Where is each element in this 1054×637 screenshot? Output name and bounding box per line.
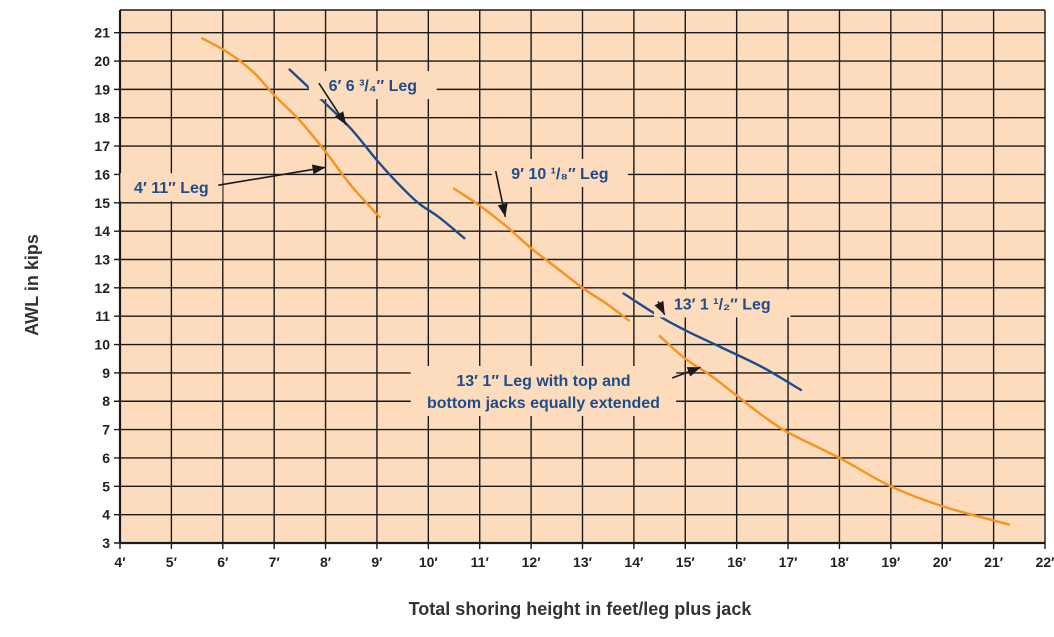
- x-tick-label: 17′: [779, 554, 799, 570]
- x-tick-label: 6′: [217, 554, 229, 570]
- grid-lines: [114, 9, 1046, 549]
- y-tick-label: 10: [94, 337, 110, 353]
- x-tick-label: 19′: [881, 554, 901, 570]
- y-tick-label: 5: [102, 478, 110, 494]
- x-tick-label: 4′: [114, 554, 126, 570]
- annotation-label: 13′ 1 ¹/₂″ Leg: [674, 296, 771, 313]
- x-tick-label: 8′: [320, 554, 332, 570]
- annotation-arrowhead: [686, 367, 701, 377]
- annotation-label: 13′ 1″ Leg with top and: [456, 373, 630, 390]
- annotation-ann-9-10: 9′ 10 ¹/₈″ Leg: [491, 159, 629, 218]
- y-tick-label: 13: [94, 251, 110, 267]
- series-leg-13-1-1-2: [622, 292, 803, 392]
- y-tick-label: 3: [102, 535, 110, 551]
- annotation-arrowhead: [497, 203, 508, 217]
- annotation-bg: [410, 365, 677, 416]
- annotation-bg: [120, 173, 223, 202]
- x-tick-label: 21′: [984, 554, 1004, 570]
- annotation-arrowhead: [654, 300, 665, 315]
- x-tick-label: 12′: [522, 554, 542, 570]
- annotation-ann-13-1-1-2: 13′ 1 ¹/₂″ Leg: [654, 289, 791, 318]
- x-tick-label: 15′: [676, 554, 696, 570]
- series-leg-6-6-3-4: [288, 68, 466, 240]
- x-tick-labels: 4′ 5′ 6′ 7′ 8′ 9′ 10′ 11′ 12′ 13′ 14′ 15′ 16′ 17′ 18′ 1…: [114, 554, 1054, 570]
- x-tick-label: 7′: [269, 554, 281, 570]
- annotation-arrowhead: [334, 111, 347, 125]
- y-tick-labels: 3 4 5 6 7 8 9 10 11 12 13 14 15 16 17 18 19 20 21: [94, 25, 110, 551]
- annotation-label: 6′ 6 ³/₄″ Leg: [329, 78, 417, 95]
- x-tick-label: 10′: [419, 554, 439, 570]
- annotation-label: 4′ 11″ Leg: [134, 180, 209, 197]
- annotation-arrowhead: [311, 164, 326, 175]
- x-tick-label: 22′: [1036, 554, 1054, 570]
- y-tick-label: 14: [94, 223, 110, 239]
- y-tick-label: 15: [94, 195, 110, 211]
- y-tick-label: 21: [94, 25, 110, 41]
- x-tick-label: 9′: [371, 554, 383, 570]
- annotation-label: 9′ 10 ¹/₈″ Leg: [511, 166, 608, 183]
- y-tick-label: 19: [94, 81, 110, 97]
- x-tick-label: 18′: [830, 554, 850, 570]
- annotation-ann-13-1-jacks: 13′ 1″ Leg with top and bottom jacks equa…: [410, 365, 701, 416]
- y-tick-label: 9: [102, 365, 110, 381]
- annotation-bg: [308, 71, 437, 100]
- x-tick-label: 20′: [933, 554, 953, 570]
- y-tick-label: 16: [94, 166, 110, 182]
- y-tick-label: 11: [95, 308, 110, 324]
- y-tick-label: 6: [102, 450, 110, 466]
- annotations: 6′ 6 ³/₄″ Leg 4′ 11″ Leg 9′ 10 ¹/₈″ Leg 13′…: [120, 71, 791, 416]
- x-tick-label: 13′: [573, 554, 593, 570]
- annotation-label: bottom jacks equally extended: [427, 395, 660, 412]
- y-tick-label: 18: [94, 110, 110, 126]
- annotation-ann-4-11: 4′ 11″ Leg: [120, 164, 326, 202]
- y-tick-label: 4: [102, 507, 110, 523]
- x-tick-label: 11′: [471, 554, 490, 570]
- y-tick-label: 17: [94, 138, 110, 154]
- annotation-arrow: [218, 166, 326, 186]
- x-axis-title: Total shoring height in feet/leg plus ja…: [409, 599, 753, 619]
- annotation-ann-6-6: 6′ 6 ³/₄″ Leg: [308, 71, 437, 126]
- y-tick-label: 7: [102, 422, 110, 438]
- annotation-bg: [491, 159, 629, 188]
- series-leg-9-10-1-8: [452, 187, 630, 322]
- x-tick-label: 5′: [166, 554, 178, 570]
- x-tick-label: 14′: [624, 554, 644, 570]
- series-leg-4-11: [201, 37, 381, 219]
- annotation-bg: [654, 289, 791, 318]
- y-tick-label: 8: [102, 393, 110, 409]
- y-axis-title: AWL in kips: [22, 234, 42, 336]
- y-tick-label: 20: [94, 53, 110, 69]
- y-tick-label: 12: [94, 280, 110, 296]
- x-tick-label: 16′: [727, 554, 747, 570]
